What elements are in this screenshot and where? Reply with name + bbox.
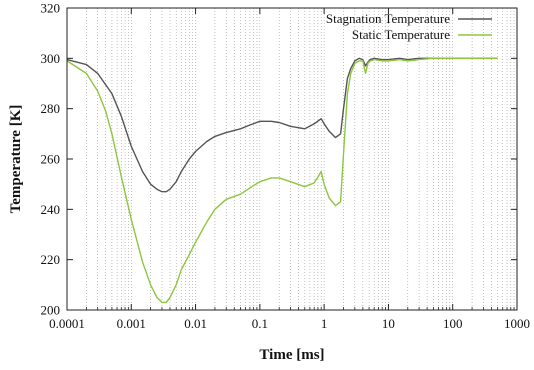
legend-label-stagnation: Stagnation Temperature	[326, 11, 450, 26]
x-tick-label: 1	[321, 316, 328, 331]
legend: Stagnation Temperature Static Temperatur…	[326, 11, 492, 42]
x-axis-title: Time [ms]	[259, 347, 324, 363]
axis-ticks: 0.0001 0.001 0.01 0.1 1 10 100 1000 200 220 240 260…	[41, 1, 531, 332]
y-tick-label: 200	[41, 303, 61, 318]
x-tick-label: 10	[382, 316, 395, 331]
y-tick-label: 240	[41, 202, 61, 217]
x-tick-label: 1000	[504, 316, 530, 331]
series-line-stagnation	[66, 57, 498, 193]
series-lines	[66, 57, 498, 304]
y-tick-label: 280	[41, 101, 61, 116]
series-line-static	[66, 57, 498, 304]
y-tick-label: 320	[41, 1, 61, 16]
x-tick-label: 100	[443, 316, 463, 331]
y-tick-label: 260	[41, 152, 61, 167]
x-tick-label: 0.01	[184, 316, 207, 331]
x-tick-label: 0.1	[252, 316, 268, 331]
grid	[86, 8, 515, 310]
x-tick-label: 0.0001	[49, 316, 85, 331]
x-tick-label: 0.001	[117, 316, 146, 331]
y-axis-title: Temperature [K]	[8, 105, 24, 214]
y-tick-label: 300	[41, 51, 61, 66]
legend-label-static: Static Temperature	[352, 27, 450, 42]
y-tick-label: 220	[41, 252, 61, 267]
